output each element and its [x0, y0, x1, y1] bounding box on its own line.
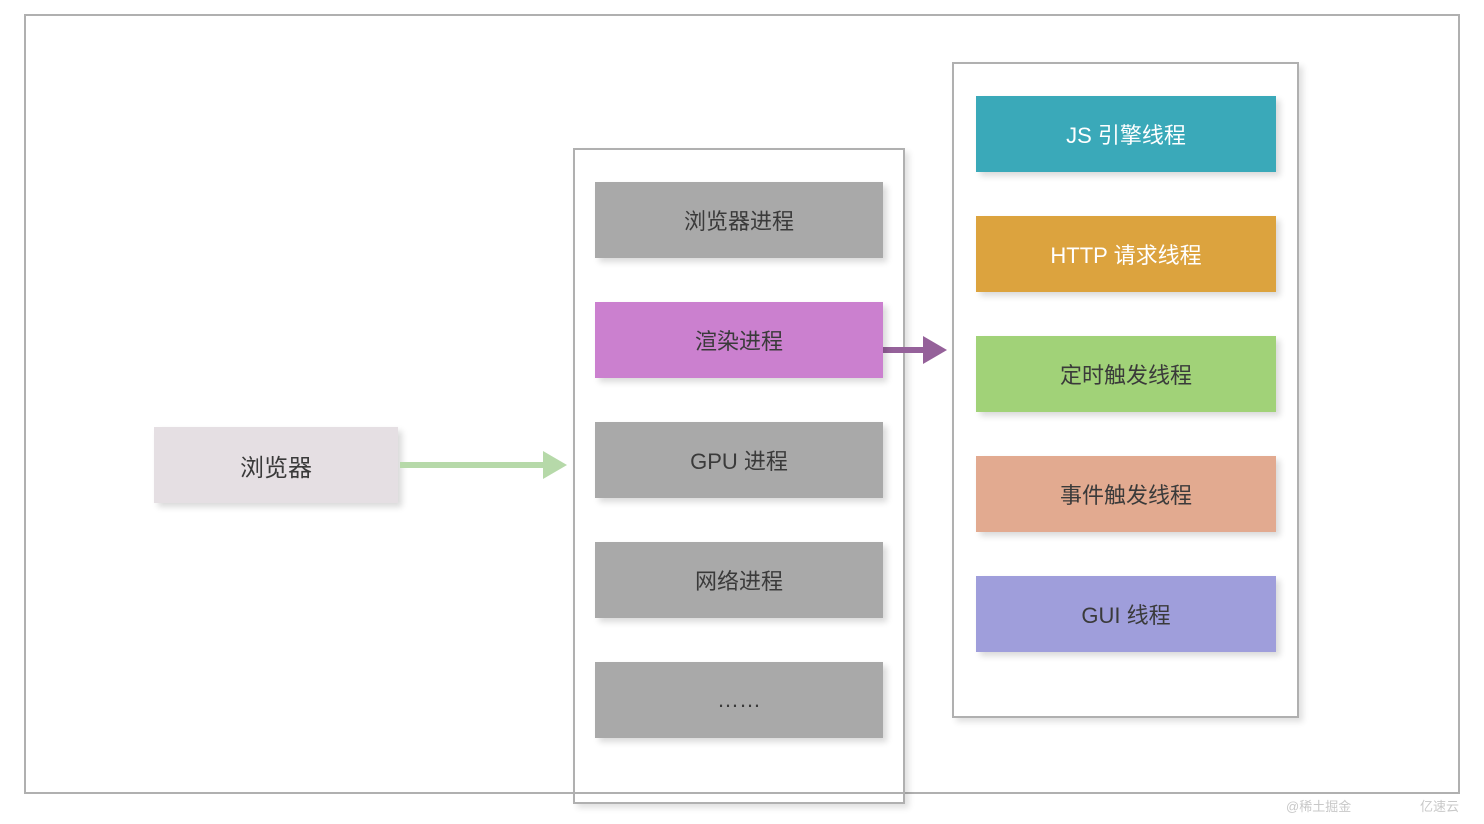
- process-label: GPU 进程: [690, 444, 788, 476]
- process-label: 渲染进程: [695, 324, 783, 356]
- thread-box-2: 定时触发线程: [976, 336, 1276, 412]
- process-box-3: 网络进程: [595, 542, 883, 618]
- thread-box-3: 事件触发线程: [976, 456, 1276, 532]
- process-label: 网络进程: [695, 564, 783, 596]
- arrow-head-icon: [923, 336, 947, 364]
- arrow-line: [400, 462, 543, 468]
- root-browser-box: 浏览器: [154, 427, 398, 503]
- watermark-yisuyun: 亿速云: [1420, 796, 1459, 815]
- arrow-line: [883, 347, 923, 353]
- arrow-head-icon: [543, 451, 567, 479]
- thread-box-4: GUI 线程: [976, 576, 1276, 652]
- thread-label: HTTP 请求线程: [1050, 238, 1201, 270]
- process-box-1: 渲染进程: [595, 302, 883, 378]
- thread-label: 定时触发线程: [1060, 358, 1192, 390]
- watermark-juejin: @稀土掘金: [1286, 796, 1351, 815]
- process-box-4: ……: [595, 662, 883, 738]
- thread-label: 事件触发线程: [1060, 478, 1192, 510]
- process-box-2: GPU 进程: [595, 422, 883, 498]
- process-label: 浏览器进程: [684, 204, 794, 236]
- thread-box-1: HTTP 请求线程: [976, 216, 1276, 292]
- thread-box-0: JS 引擎线程: [976, 96, 1276, 172]
- process-label: ……: [717, 687, 761, 713]
- thread-label: JS 引擎线程: [1066, 118, 1186, 150]
- process-box-0: 浏览器进程: [595, 182, 883, 258]
- thread-label: GUI 线程: [1081, 598, 1170, 630]
- root-label: 浏览器: [240, 448, 312, 483]
